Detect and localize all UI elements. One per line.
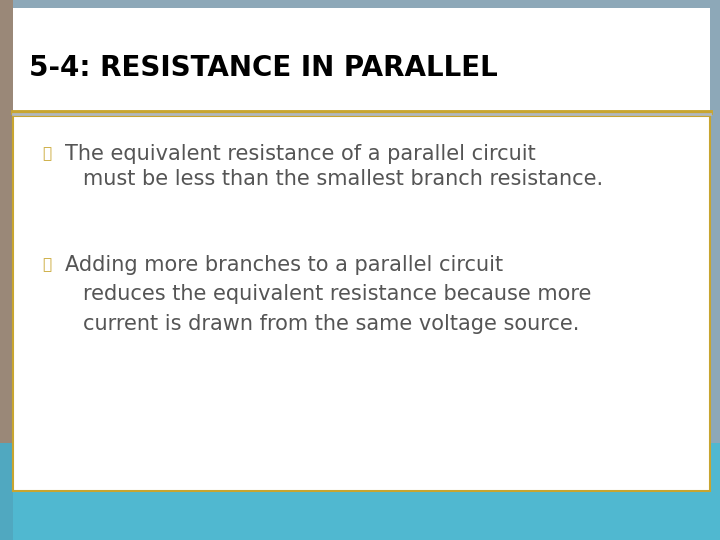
Text: 5-4: RESISTANCE IN PARALLEL: 5-4: RESISTANCE IN PARALLEL (29, 53, 498, 82)
Text: ⭯: ⭯ (42, 257, 51, 272)
Text: ⭯: ⭯ (42, 146, 51, 161)
Bar (0, 0, 13, 459)
Bar (0, 443, 720, 540)
Bar (0, 443, 13, 540)
Bar (13, 8, 710, 111)
Text: Adding more branches to a parallel circuit: Adding more branches to a parallel circu… (65, 254, 503, 275)
Bar (13, 116, 710, 491)
Text: reduces the equivalent resistance because more: reduces the equivalent resistance becaus… (83, 284, 591, 305)
Text: The equivalent resistance of a parallel circuit: The equivalent resistance of a parallel … (65, 144, 536, 164)
Text: must be less than the smallest branch resistance.: must be less than the smallest branch re… (83, 169, 603, 190)
Text: current is drawn from the same voltage source.: current is drawn from the same voltage s… (83, 314, 579, 334)
